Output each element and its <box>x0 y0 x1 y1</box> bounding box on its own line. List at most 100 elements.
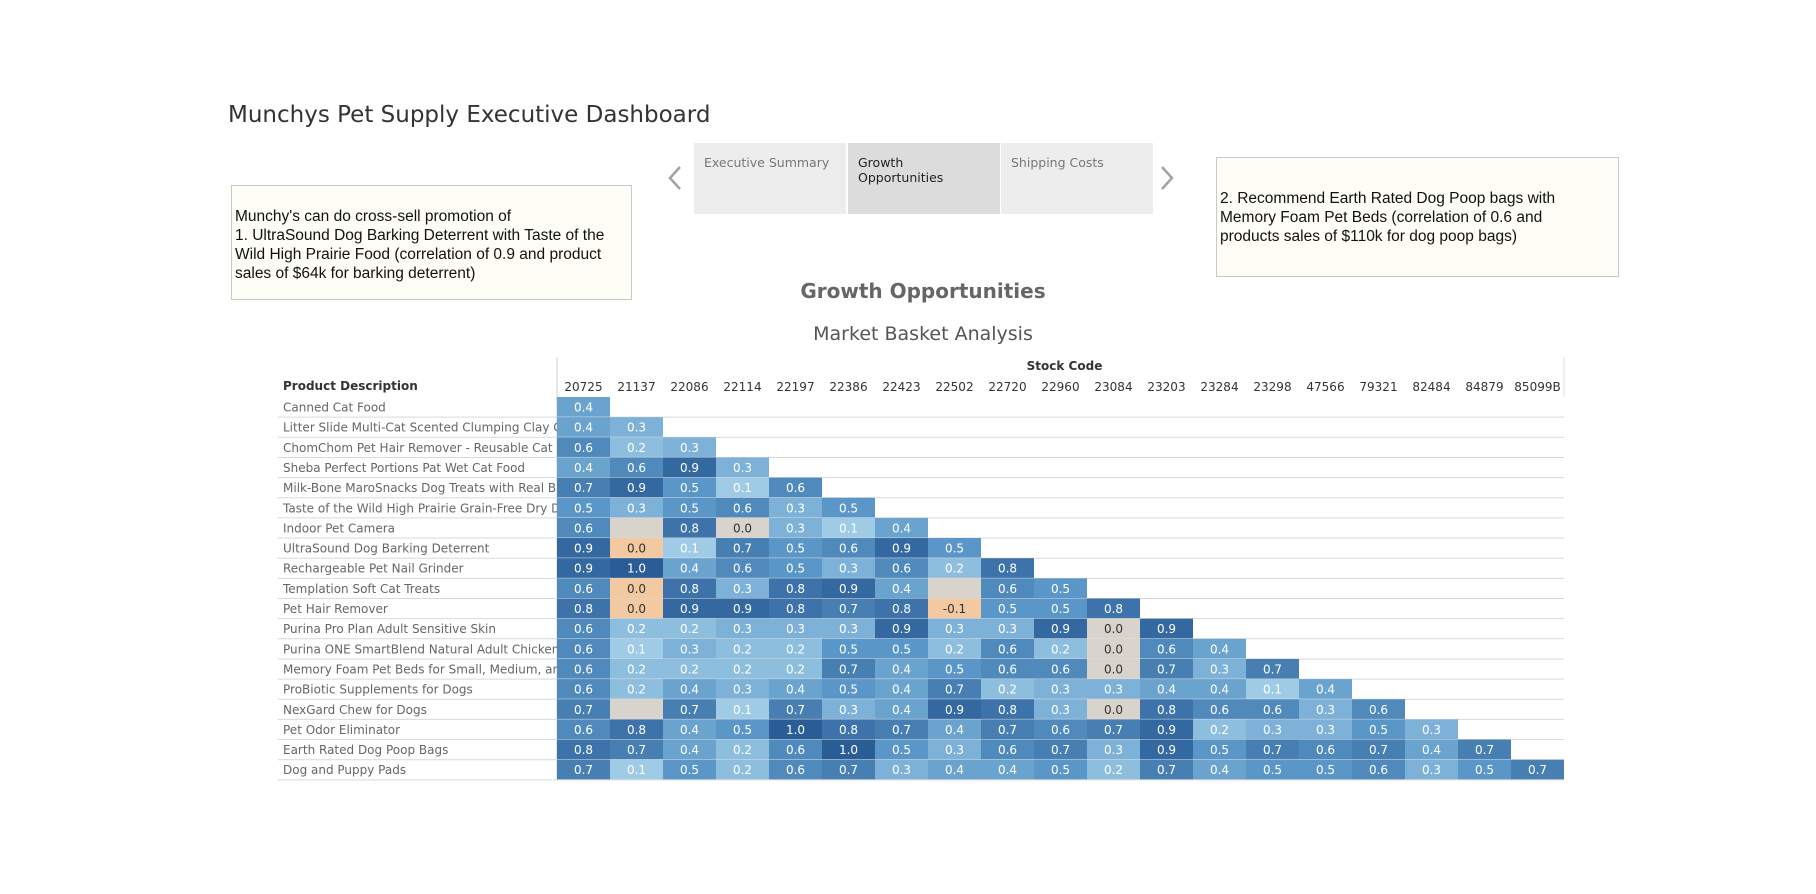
heatmap-cell <box>663 538 716 558</box>
heatmap-cell <box>1140 618 1193 639</box>
cell-value-label: 0.4 <box>1210 683 1229 697</box>
cell-value-label: 0.3 <box>786 622 805 636</box>
row-label: NexGard Chew for Dogs <box>283 703 427 717</box>
heatmap-cell <box>769 699 822 719</box>
heatmap-cell <box>610 457 663 478</box>
heatmap-cell <box>822 497 875 518</box>
tab-executive-summary[interactable]: Executive Summary <box>694 143 846 214</box>
heatmap-cell <box>1034 578 1087 598</box>
cell-value-label: 0.4 <box>892 703 911 717</box>
cell-value-label: 0.9 <box>733 602 752 616</box>
heatmap-cell <box>1193 739 1246 760</box>
column-label: 23298 <box>1253 380 1291 394</box>
cell-value-label: 0.5 <box>998 602 1017 616</box>
cell-value-label: 0.9 <box>574 562 593 576</box>
cell-value-label: 0.4 <box>786 683 805 697</box>
heatmap-cell <box>663 759 716 780</box>
heatmap-cell <box>1511 759 1564 780</box>
heatmap-cell <box>928 739 981 760</box>
cell-value-label: 0.8 <box>680 521 699 535</box>
cell-value-label: 0.0 <box>733 521 752 535</box>
heatmap-cell <box>663 658 716 679</box>
column-label: 22720 <box>988 380 1026 394</box>
cell-value-label: 0.4 <box>945 763 964 777</box>
cell-value-label: 0.3 <box>892 763 911 777</box>
column-label: 23084 <box>1094 380 1132 394</box>
heatmap-cell <box>769 638 822 659</box>
chevron-left-icon <box>668 166 681 190</box>
cell-value-label: 0.7 <box>680 703 699 717</box>
heatmap-cell <box>610 538 663 558</box>
heatmap-cell <box>663 578 716 598</box>
cell-value-label: 0.6 <box>998 662 1017 676</box>
cell-value-label: 0.6 <box>574 521 593 535</box>
heatmap-cell <box>663 679 716 699</box>
heatmap-cell <box>557 397 610 417</box>
heatmap-cell <box>1087 719 1140 740</box>
cell-value-label: 0.5 <box>1210 743 1229 757</box>
column-label: 22197 <box>776 380 814 394</box>
heatmap-cell <box>716 598 769 619</box>
tab-shipping-costs[interactable]: Shipping Costs <box>1001 143 1153 214</box>
heatmap-cell <box>769 538 822 558</box>
heatmap-cell <box>875 658 928 679</box>
cell-value-label: 0.6 <box>574 582 593 596</box>
row-label: Purina ONE SmartBlend Natural Adult Chic… <box>283 642 571 656</box>
cell-value-label: 0.7 <box>1475 743 1494 757</box>
cell-value-label: 0.0 <box>1104 703 1123 717</box>
cell-value-label: 0.8 <box>1157 703 1176 717</box>
note-cross-sell-left: Munchy's can do cross-sell promotion of … <box>231 185 632 300</box>
cell-value-label: 0.4 <box>574 401 593 415</box>
cell-value-label: 0.2 <box>945 562 964 576</box>
cell-value-label: 0.3 <box>1051 683 1070 697</box>
heatmap-cell <box>1034 618 1087 639</box>
heatmap-cell <box>1087 739 1140 760</box>
heatmap-cell <box>1246 759 1299 780</box>
heatmap-cell <box>610 417 663 437</box>
cell-value-label: 0.4 <box>680 743 699 757</box>
column-label: 20725 <box>564 380 602 394</box>
heatmap-cell <box>610 719 663 740</box>
cell-value-label: 0.1 <box>733 703 752 717</box>
row-label: Purina Pro Plan Adult Sensitive Skin <box>283 622 496 636</box>
cell-value-label: 0.5 <box>892 743 911 757</box>
heatmap-cell <box>557 638 610 659</box>
cell-value-label: 0.6 <box>786 481 805 495</box>
heatmap-cell <box>716 719 769 740</box>
cell-value-label: 0.9 <box>680 602 699 616</box>
cell-value-label: 0.0 <box>1104 622 1123 636</box>
cell-value-label: 0.7 <box>1157 763 1176 777</box>
heatmap-cell <box>557 457 610 478</box>
cell-value-label: 0.6 <box>574 683 593 697</box>
cell-value-label: 0.4 <box>680 723 699 737</box>
cell-value-label: 0.7 <box>998 723 1017 737</box>
cell-value-label: 0.0 <box>627 602 646 616</box>
cell-value-label: 0.3 <box>839 703 858 717</box>
row-label: Indoor Pet Camera <box>283 521 395 535</box>
cell-value-label: 0.6 <box>1369 703 1388 717</box>
column-label: 85099B <box>1514 380 1560 394</box>
next-arrow-button[interactable] <box>1155 163 1179 193</box>
row-label: Taste of the Wild High Prairie Grain-Fre… <box>282 501 568 515</box>
heatmap-cell <box>557 759 610 780</box>
cell-value-label: 0.9 <box>574 542 593 556</box>
column-label: 21137 <box>617 380 655 394</box>
column-label: 23203 <box>1147 380 1185 394</box>
cell-value-label: 0.6 <box>733 501 752 515</box>
previous-arrow-button[interactable] <box>664 163 688 193</box>
heatmap-cell <box>716 658 769 679</box>
cell-value-label: 0.5 <box>839 683 858 697</box>
cell-value-label: 0.6 <box>998 642 1017 656</box>
heatmap-cell <box>716 759 769 780</box>
tab-growth-opportunities[interactable]: Growth Opportunities <box>848 143 1000 214</box>
cell-value-label: 0.4 <box>945 723 964 737</box>
cell-value-label: 0.7 <box>786 703 805 717</box>
heatmap-cell <box>769 739 822 760</box>
cell-value-label: 0.7 <box>574 763 593 777</box>
cell-value-label: 0.4 <box>574 461 593 475</box>
heatmap-cell <box>875 538 928 558</box>
column-label: 23284 <box>1200 380 1238 394</box>
heatmap-cell <box>1458 759 1511 780</box>
row-label: ProBiotic Supplements for Dogs <box>283 683 473 697</box>
cell-value-label: 1.0 <box>839 743 858 757</box>
